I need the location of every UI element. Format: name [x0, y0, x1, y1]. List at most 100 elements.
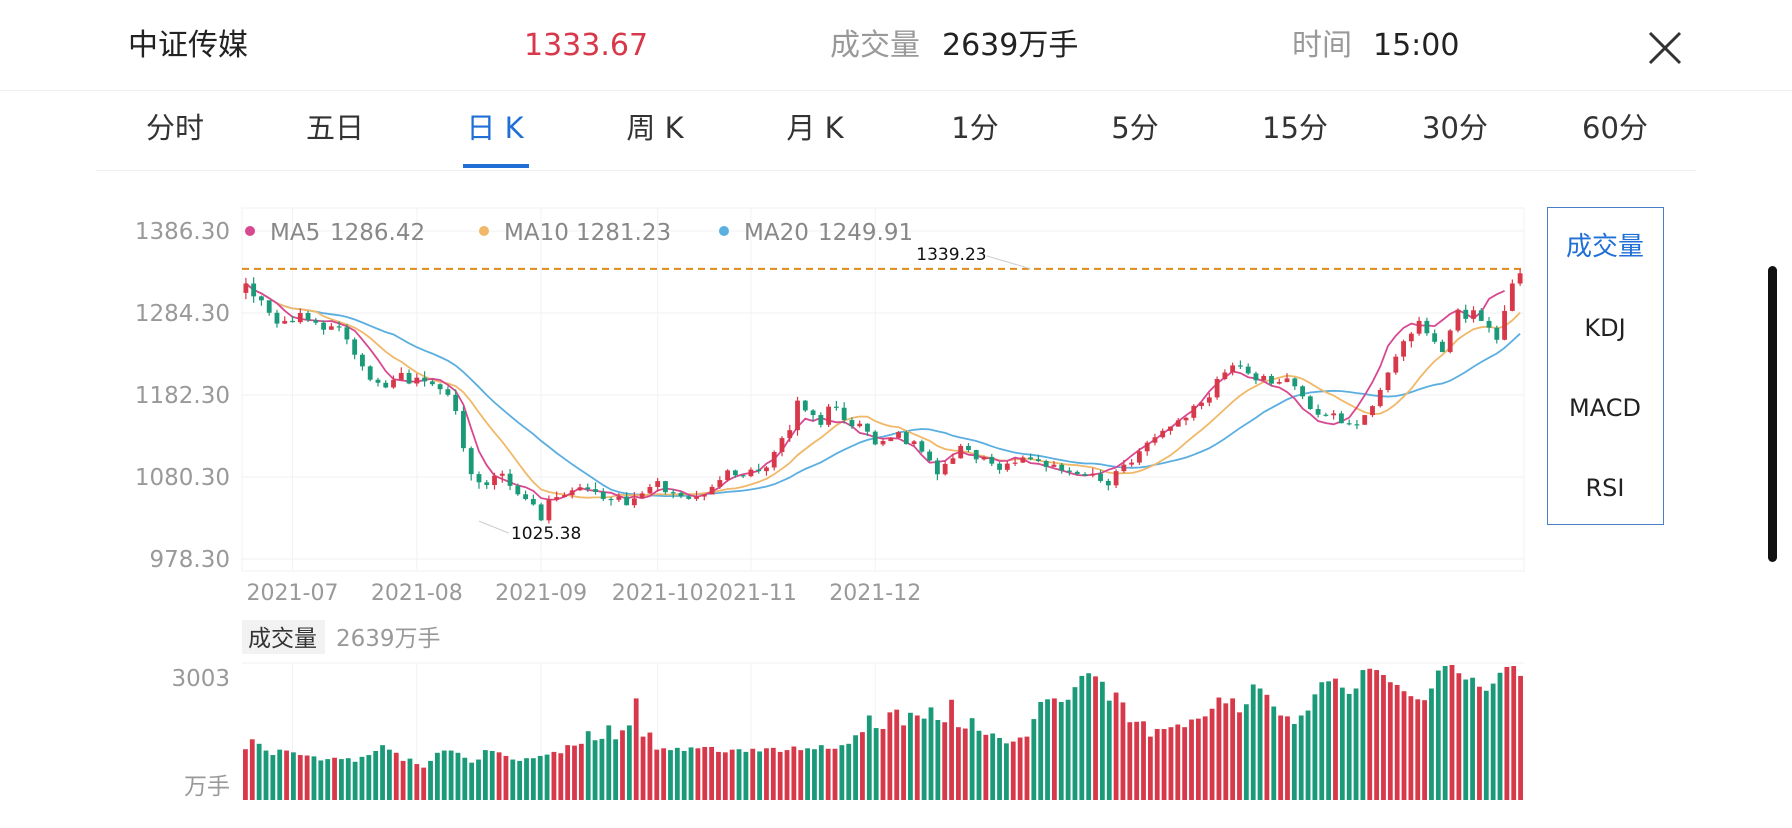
candle-body: [1253, 373, 1259, 381]
candle-body: [1494, 327, 1500, 340]
time-value: 15:00: [1373, 28, 1460, 63]
tab-5-min[interactable]: 5分: [1111, 111, 1159, 145]
candle: [764, 465, 769, 476]
candle: [484, 480, 490, 489]
candle-body: [468, 448, 474, 475]
volume-bar: [1189, 719, 1194, 800]
volume-bar: [544, 754, 550, 800]
indicator-volume[interactable]: 成交量: [1565, 232, 1644, 262]
volume-bar: [400, 760, 406, 800]
volume-bar: [517, 760, 523, 800]
candle-body: [1502, 310, 1507, 340]
volume-bar: [469, 762, 475, 800]
tab-60-min[interactable]: 60分: [1582, 111, 1648, 145]
volume-bar: [1298, 715, 1304, 800]
volume-bar: [277, 749, 283, 800]
volume-bar: [297, 755, 303, 800]
candle: [383, 380, 389, 389]
volume-bar: [1285, 716, 1290, 800]
candle-body: [461, 410, 466, 449]
x-tick-label: 2021-09: [495, 581, 587, 606]
candle-body: [1059, 464, 1065, 471]
tab-15-min[interactable]: 15分: [1262, 111, 1328, 145]
volume-bar: [578, 743, 584, 800]
tab-month-k[interactable]: 月 K: [786, 111, 844, 145]
candle-body: [1183, 417, 1189, 421]
candle: [787, 424, 793, 442]
y-tick-label: 1080.30: [135, 465, 230, 491]
candle-body: [973, 450, 979, 460]
candle: [1183, 416, 1189, 426]
candle: [507, 469, 513, 491]
volume-bar: [928, 707, 934, 800]
volume-bar: [942, 722, 948, 800]
candle: [740, 475, 746, 479]
candle: [624, 492, 630, 506]
volume-bar: [633, 698, 639, 800]
candle-body: [717, 480, 723, 487]
candle-body: [305, 313, 311, 321]
candle-body: [934, 460, 940, 475]
candle: [1245, 363, 1251, 375]
candle-body: [1385, 372, 1391, 391]
candle: [1074, 470, 1080, 476]
candle: [274, 309, 280, 328]
candle: [686, 495, 692, 500]
candle: [1307, 395, 1313, 410]
volume-bar: [455, 752, 461, 800]
volume-bar: [1072, 687, 1078, 800]
candle-body: [1331, 413, 1337, 416]
candle: [461, 406, 466, 452]
candle: [523, 490, 529, 501]
candle-body: [375, 379, 381, 383]
low-value-label: 1025.38: [511, 524, 581, 544]
tab-30-min[interactable]: 30分: [1422, 111, 1488, 145]
ma20-line: [245, 282, 1521, 498]
tab-day-k[interactable]: 日 K: [466, 111, 524, 145]
volume-bar: [1477, 686, 1482, 800]
candle-body: [1424, 320, 1430, 334]
volume-bar: [325, 759, 331, 800]
volume-bar: [818, 745, 824, 800]
candle: [1393, 354, 1399, 375]
volume-bar: [1017, 737, 1023, 800]
candle: [841, 402, 847, 424]
candle: [585, 483, 591, 492]
close-button[interactable]: [1640, 25, 1684, 69]
volume-bar: [894, 709, 900, 800]
candle: [1035, 454, 1041, 463]
volume-bar: [1463, 679, 1469, 800]
candle-body: [530, 499, 536, 505]
indicator-kdj[interactable]: KDJ: [1584, 314, 1626, 342]
candle-body: [1463, 309, 1469, 319]
tab-week-k[interactable]: 周 K: [626, 111, 684, 145]
volume-bar: [1483, 690, 1489, 800]
volume-bar: [1429, 688, 1434, 800]
tab-minute[interactable]: 分时: [145, 111, 204, 145]
tab-1-min[interactable]: 1分: [951, 111, 999, 145]
volume-bar: [1470, 677, 1475, 800]
candle-body: [1043, 461, 1049, 467]
indicator-rsi[interactable]: RSI: [1585, 474, 1625, 502]
ma10-legend-value: 1281.23: [576, 220, 671, 246]
candle: [833, 400, 839, 411]
candle: [1222, 369, 1228, 381]
volume-bar: [1305, 710, 1311, 800]
candle-body: [577, 487, 583, 491]
candle-body: [297, 313, 303, 323]
candle-body: [1191, 405, 1197, 418]
volume-bar: [1134, 721, 1140, 800]
volume-bar: [503, 755, 509, 800]
indicator-macd[interactable]: MACD: [1569, 394, 1641, 422]
candle: [608, 497, 614, 506]
candle-body: [515, 485, 521, 495]
candle-body: [1276, 382, 1282, 384]
tab-five-day[interactable]: 五日: [305, 111, 364, 145]
ma5-legend-label: MA5: [270, 220, 320, 246]
candle: [1206, 392, 1212, 407]
y-tick-label: 1284.30: [135, 301, 230, 327]
scrollbar-thumb[interactable]: [1768, 266, 1777, 562]
candle: [554, 491, 560, 502]
volume-bar: [524, 758, 529, 800]
